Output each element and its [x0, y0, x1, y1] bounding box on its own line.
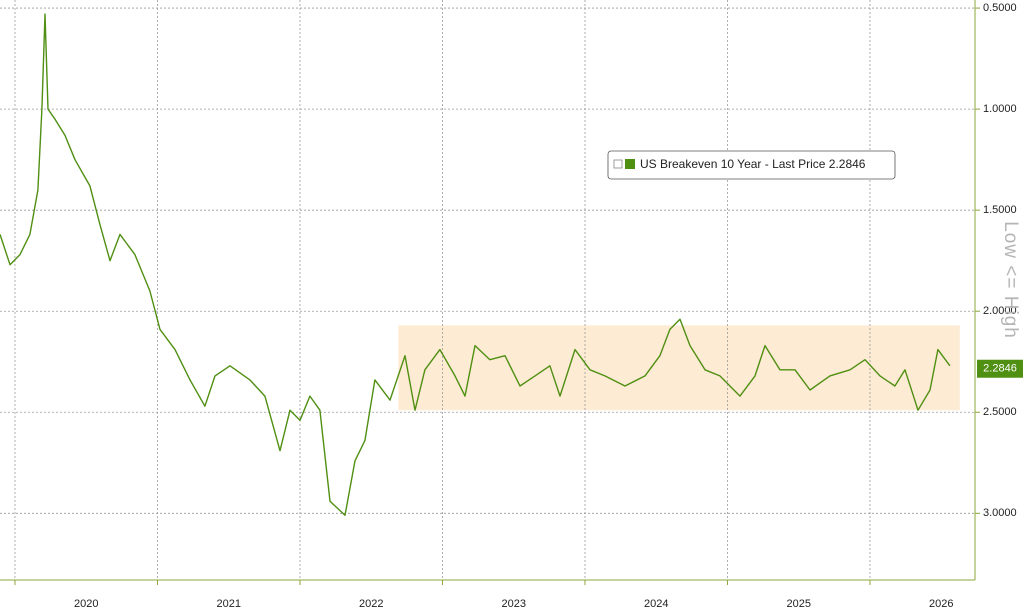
y-tick-label: 1.0000 [983, 103, 1017, 115]
plot-background [398, 325, 960, 411]
legend-label: US Breakeven 10 Year - Last Price 2.2846 [640, 157, 866, 171]
y-tick-label: 0.5000 [983, 2, 1017, 14]
last-price-label: 2.2846 [983, 363, 1017, 375]
axis-label: Low <= High [1000, 221, 1021, 339]
highlight-band [398, 325, 960, 411]
y-tick-label: 2.0000 [983, 305, 1017, 317]
grid [0, 0, 975, 580]
x-tick-label: 2020 [74, 598, 98, 610]
plot-area [0, 13, 951, 516]
legend: US Breakeven 10 Year - Last Price 2.2846 [607, 150, 896, 180]
legend-swatch [625, 159, 635, 169]
legend-box [607, 150, 896, 180]
y-tick-label: 3.0000 [983, 507, 1017, 519]
x-tick-label: 2025 [786, 598, 810, 610]
legend-toggle [613, 159, 623, 169]
series-line [0, 13, 951, 516]
y-tick-label: 1.5000 [983, 204, 1017, 216]
y-tick-label: 2.5000 [983, 406, 1017, 418]
x-tick-label: 2023 [501, 598, 525, 610]
axes: 0.5000 1.0000 1.5000 2.0000 2.5000 3.0000 2020… [14, 2, 1023, 610]
x-tick-label: 2022 [359, 598, 383, 610]
x-tick-label: 2024 [644, 598, 668, 610]
last-price-tag [977, 359, 1023, 378]
x-tick-label: 2026 [929, 598, 953, 610]
x-tick-label: 2021 [216, 598, 240, 610]
